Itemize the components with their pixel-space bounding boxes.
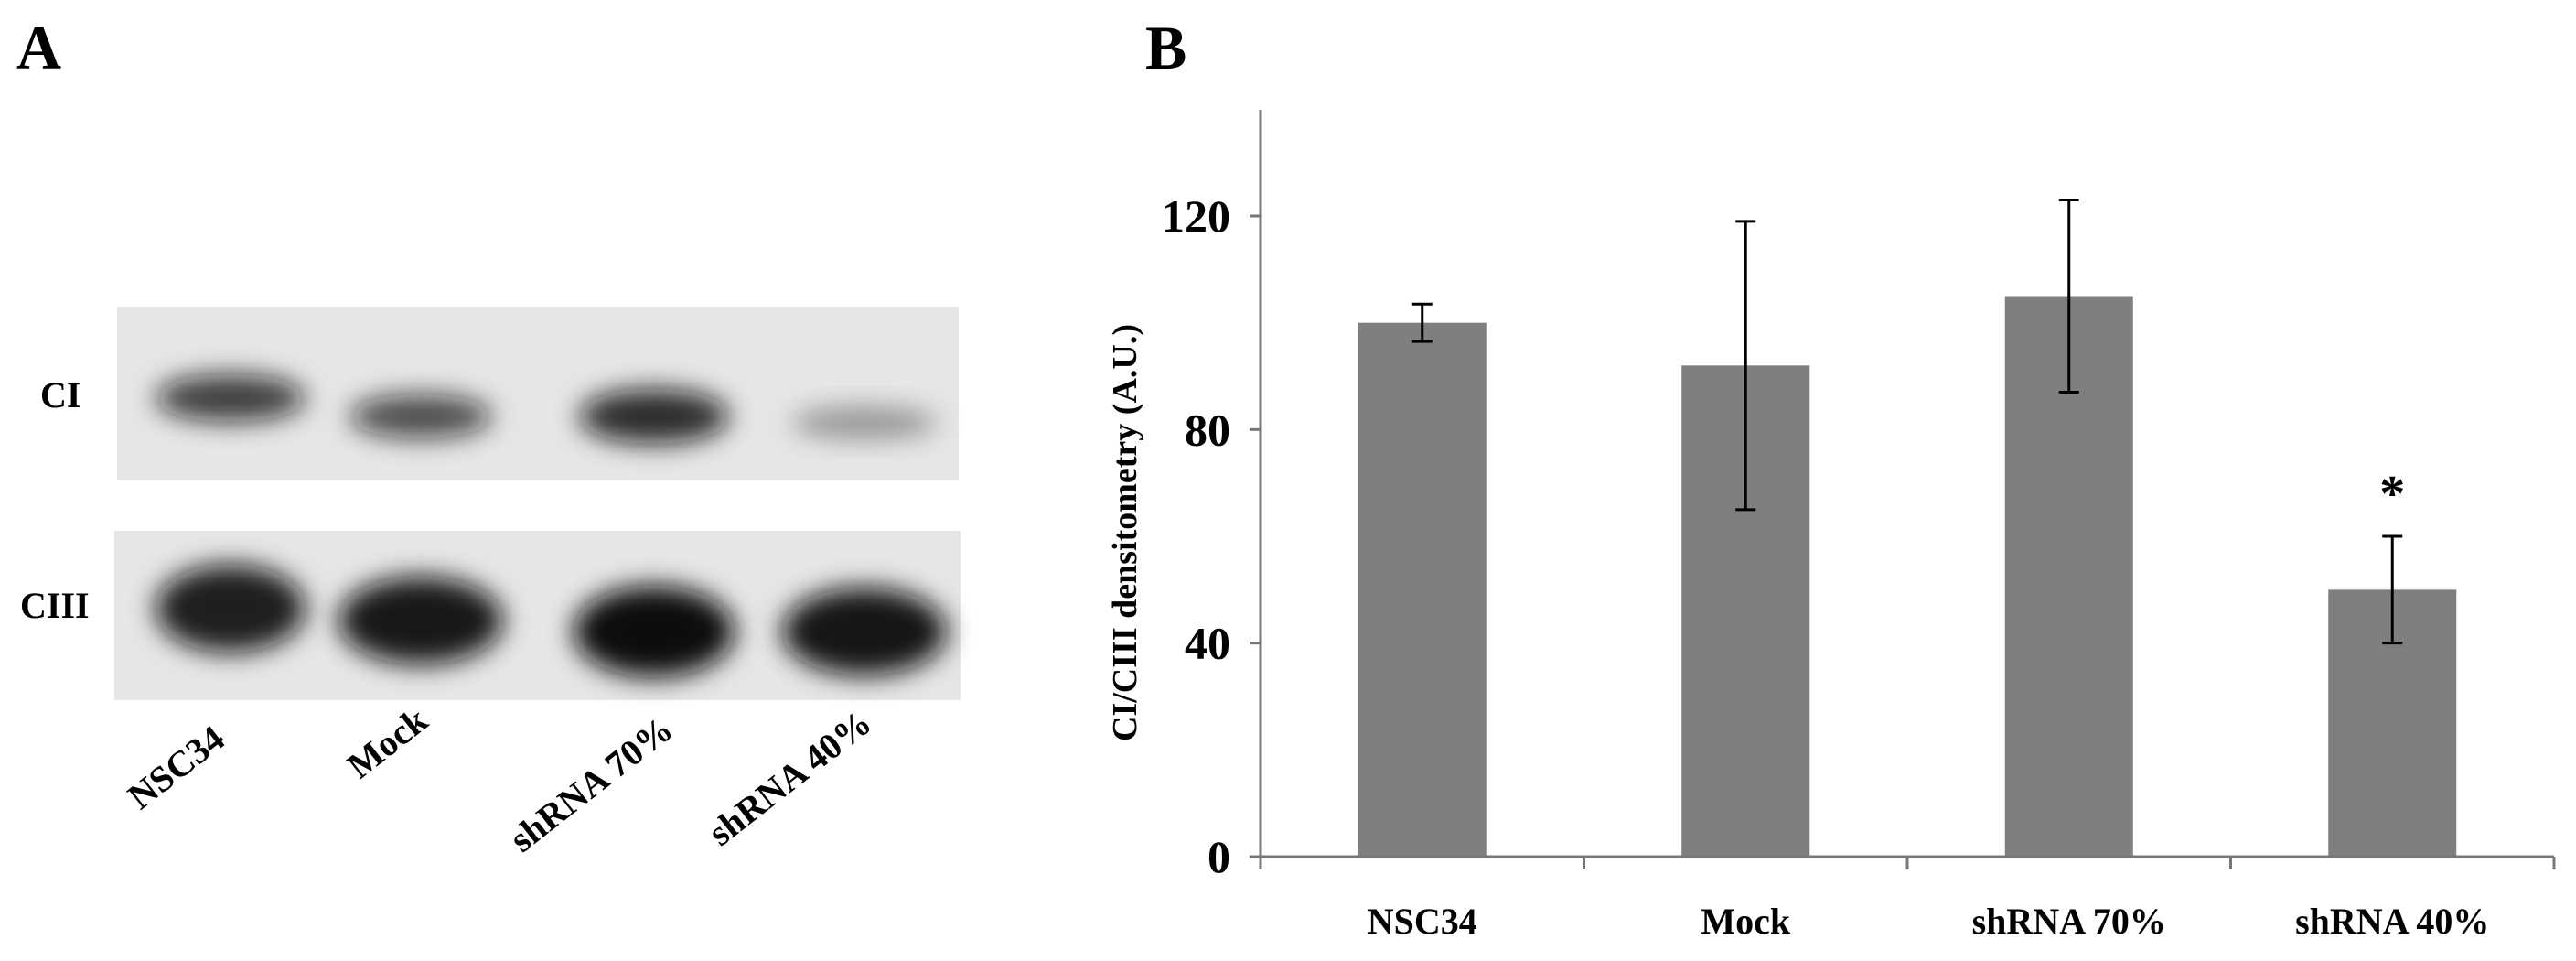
panel-b: B CI/CIII densitometry (A.U.) 0 40 80 120 *…	[1106, 13, 2556, 942]
blot-ci: CI	[40, 307, 959, 480]
band-ci-nsc34	[156, 374, 306, 422]
blot-ciii-bands	[156, 565, 947, 677]
panel-b-label: B	[1145, 13, 1186, 82]
error-bar-nsc34	[1411, 302, 1433, 343]
error-bar-shrna-70	[2058, 199, 2079, 394]
bar-chart: 0 40 80 120 * NSC34 Mock shRNA 70% shRNA 40%	[1162, 110, 2556, 942]
panel-a-label: A	[16, 13, 61, 82]
error-bars	[1411, 199, 2403, 645]
x-axis-ticks	[1259, 857, 2556, 869]
x-label-mock: Mock	[1701, 901, 1791, 942]
band-ci-mock	[349, 394, 492, 438]
x-label-shrna-40: shRNA 40%	[2295, 901, 2489, 942]
y-tick-label: 0	[1208, 831, 1230, 882]
bars	[1358, 296, 2457, 858]
y-tick-label: 80	[1185, 404, 1230, 455]
panel-a: A CI CIII NSC34 Mock shRNA 70% shRNA 40%	[16, 13, 961, 860]
band-ciii-nsc34	[156, 565, 306, 653]
band-ciii-shrna-70	[574, 586, 735, 677]
y-tick-label: 40	[1185, 618, 1230, 669]
bar-nsc34	[1358, 322, 1487, 858]
lane-label-shrna-40: shRNA 40%	[701, 702, 879, 854]
lane-label-mock: Mock	[339, 698, 435, 786]
x-axis-labels: NSC34 Mock shRNA 70% shRNA 40%	[1368, 901, 2490, 942]
blot-ci-bands	[156, 374, 938, 444]
band-ci-shrna-70	[579, 389, 729, 444]
blot-ci-label: CI	[40, 374, 80, 416]
band-ci-shrna-40	[791, 406, 938, 439]
significance-marks: *	[2379, 466, 2405, 523]
error-bar-shrna-40	[2382, 534, 2403, 645]
lane-labels: NSC34 Mock shRNA 70% shRNA 40%	[120, 698, 878, 860]
blot-ciii: CIII	[20, 531, 961, 700]
blot-ciii-label: CIII	[20, 585, 90, 626]
significance-mark-shrna-40: *	[2379, 466, 2405, 523]
lane-label-shrna-70: shRNA 70%	[502, 708, 681, 860]
y-tick-label: 120	[1162, 190, 1230, 242]
x-label-shrna-70: shRNA 70%	[1972, 901, 2166, 942]
band-ciii-mock	[338, 577, 503, 664]
x-label-nsc34: NSC34	[1368, 901, 1477, 942]
y-axis-ticks: 0 40 80 120	[1162, 190, 1261, 882]
lane-label-nsc34: NSC34	[120, 718, 231, 817]
band-ciii-shrna-40	[782, 588, 947, 675]
error-bar-mock	[1735, 220, 1756, 512]
y-axis-title: CI/CIII densitometry (A.U.)	[1106, 324, 1144, 741]
